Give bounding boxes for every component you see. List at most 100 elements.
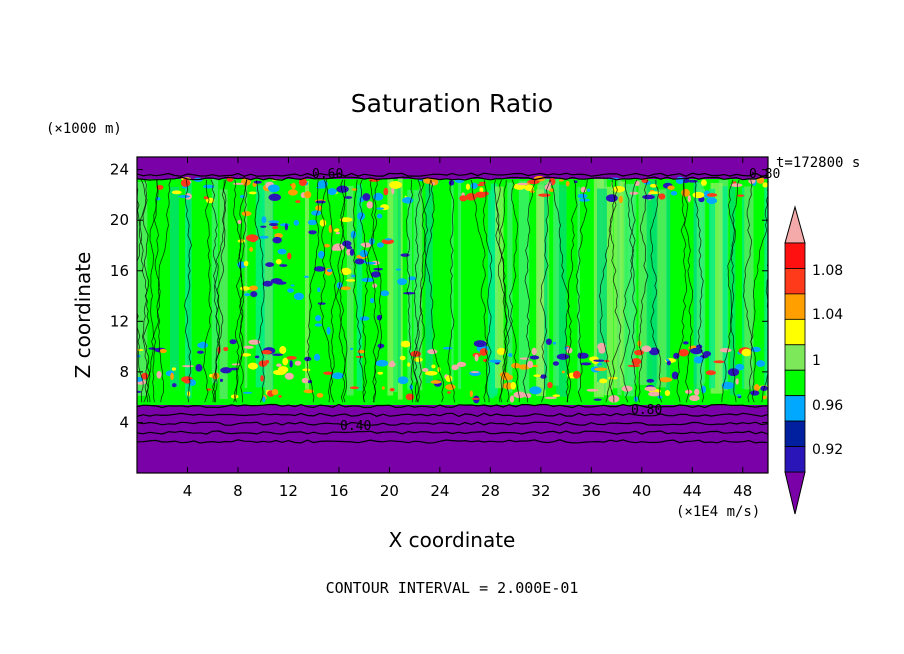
patch [287,252,292,260]
patch [400,253,410,257]
patch [219,378,224,383]
contour-line [681,179,693,403]
patch [735,363,745,371]
streak [619,181,626,387]
colorbar-swatch [784,369,806,397]
patch [395,268,401,271]
contour-line [214,179,226,403]
patch-blue [376,242,384,248]
patch [633,349,644,356]
contour-line [137,176,768,181]
streak [518,180,530,398]
patch [331,372,344,380]
patch [750,390,760,396]
patch [559,179,564,182]
patch [696,344,703,350]
patch [479,348,488,356]
patch [533,374,541,378]
patch [203,196,209,200]
patch [232,182,244,185]
contour-line [329,179,347,403]
patch [646,378,655,383]
contour-line [137,403,768,409]
patch [197,350,204,354]
contour-line [352,179,366,403]
patch-blue [346,245,353,250]
streak [638,179,649,385]
patch [397,278,408,286]
patch [693,356,704,364]
patch [665,358,670,362]
streak [719,186,728,390]
patch [377,371,384,375]
patch [199,341,208,349]
patch [618,195,623,204]
patch-blue [364,261,376,265]
patch-blue [277,248,287,255]
patch [400,340,411,348]
y-tick-label: 16 [110,262,129,280]
patch [262,396,266,403]
patch [511,362,521,369]
patch [244,293,251,297]
patch [469,390,473,398]
patch [445,375,453,382]
patch [282,357,289,366]
contour-line [742,179,756,403]
patch [302,368,311,372]
streak [627,183,637,385]
contour-line [319,179,334,403]
contour-line [137,412,768,418]
streak [610,182,614,390]
patch [694,388,700,396]
patch [268,220,280,224]
patch [277,366,289,374]
streak [425,180,433,384]
patch-blue [376,213,383,219]
patch [171,383,177,388]
patch [706,193,718,197]
contour-line [424,179,444,403]
colorbar-top-triangle [784,205,806,244]
patch [658,193,666,200]
patch [388,361,396,368]
streak [536,189,546,397]
contour-line [338,179,347,403]
contour-line [139,179,149,403]
patch-blue [315,315,322,322]
patch [183,379,191,384]
contour-interval-footer: CONTOUR INTERVAL = 2.000E-01 [326,579,579,597]
streak [712,182,723,394]
y-unit-label: (×1000 m) [46,121,122,137]
patch [496,347,507,356]
patch [427,349,438,355]
patch-blue [370,271,381,278]
patch [508,353,513,358]
streak [255,185,267,388]
patch [229,339,237,345]
patch [327,188,337,196]
patch [381,238,394,245]
x-tick-label: 48 [733,482,752,500]
colorbar-swatch [784,242,806,269]
patch [304,275,309,278]
patch-blue [308,230,317,235]
contour-line [137,439,768,444]
patch [670,190,678,196]
streak [604,186,612,396]
patch [260,225,267,228]
patch [445,384,456,390]
patch [594,367,608,372]
patch [713,360,725,364]
patch-blue [262,280,273,287]
patch [597,363,602,366]
patch [331,245,339,251]
patch [648,191,661,195]
patch [202,184,215,189]
patch [756,360,766,367]
streak [170,186,179,387]
patch-blue [342,240,352,247]
contour-line [694,179,705,403]
patch [644,386,657,392]
patch [527,179,540,185]
